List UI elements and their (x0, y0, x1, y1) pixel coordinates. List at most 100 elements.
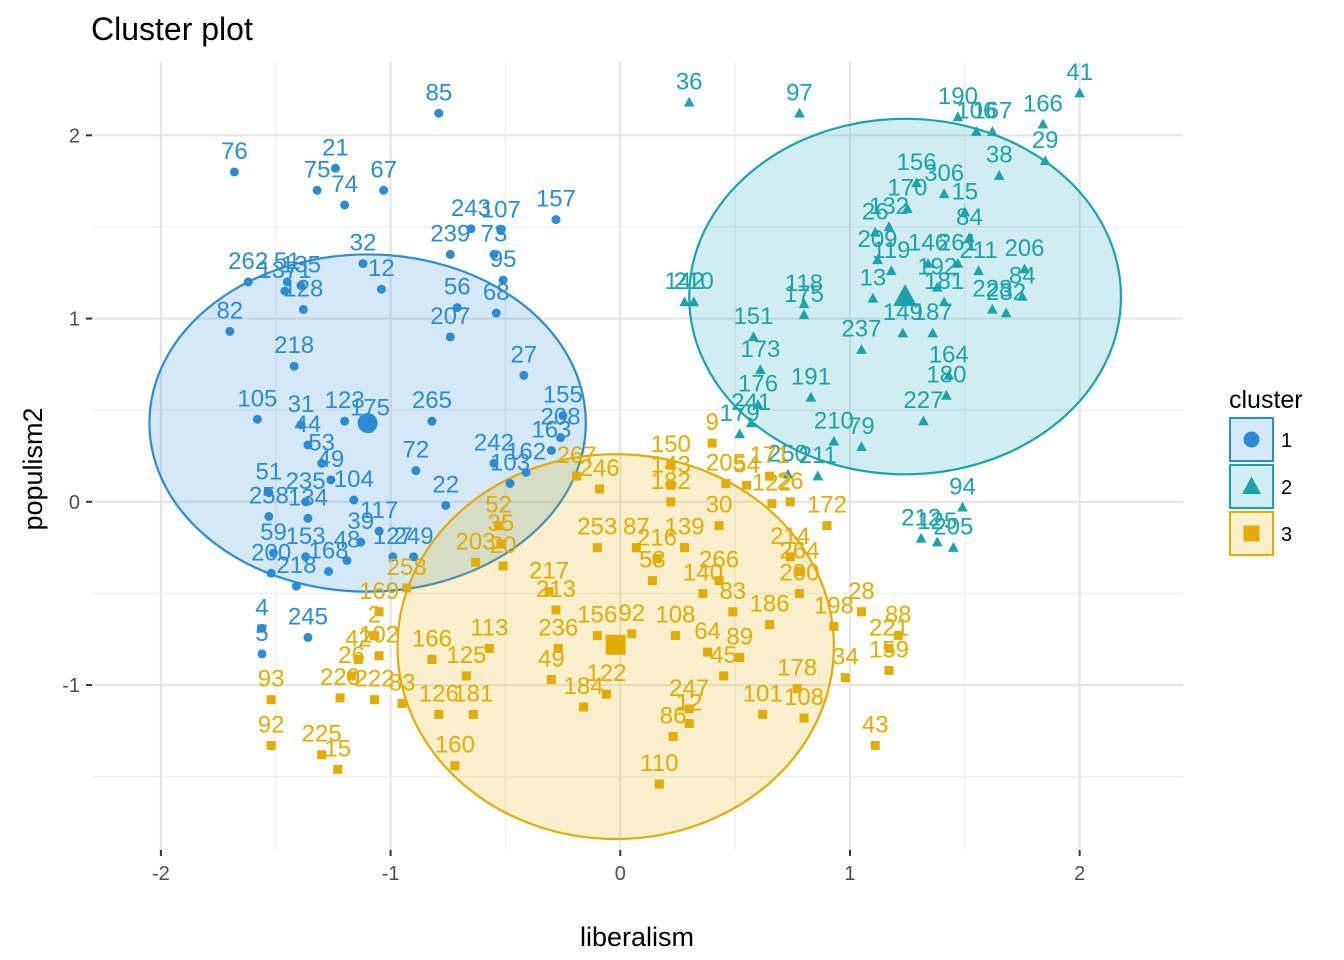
data-point (489, 249, 499, 259)
data-point (434, 108, 444, 118)
point-label: 20 (490, 532, 517, 559)
data-point (765, 471, 775, 481)
data-point (358, 259, 368, 269)
data-point (496, 226, 506, 236)
point-label: 178 (777, 655, 817, 682)
data-point (243, 277, 253, 287)
data-points (225, 87, 1085, 789)
data-point (931, 281, 943, 292)
data-point (229, 167, 239, 177)
data-point (324, 566, 334, 576)
point-label: 142 (665, 268, 705, 295)
data-point (1037, 118, 1049, 129)
point-label: 166 (412, 625, 452, 652)
data-point (301, 552, 311, 562)
point-label: 135 (281, 252, 321, 279)
x-tick-label: 1 (844, 863, 855, 885)
point-label: 51 (274, 248, 301, 275)
point-label: 151 (733, 303, 773, 330)
point-label: 9 (705, 409, 718, 436)
data-point (856, 607, 866, 617)
point-label: 97 (786, 79, 813, 106)
point-label: 42 (345, 625, 372, 652)
data-point (326, 475, 336, 485)
data-point (427, 654, 437, 664)
data-point (370, 695, 380, 705)
point-label: 73 (481, 220, 508, 247)
point-label: 172 (807, 492, 847, 519)
point-label: 139 (665, 514, 705, 541)
point-label: 59 (260, 519, 287, 546)
point-label: 159 (869, 636, 909, 663)
point-label: 75 (304, 156, 331, 183)
data-point (943, 369, 955, 380)
data-point (551, 605, 561, 615)
point-label: 208 (541, 404, 581, 431)
data-point (353, 654, 363, 664)
point-label: 258 (249, 482, 289, 509)
data-point (445, 249, 455, 259)
data-point (885, 265, 897, 276)
data-point (922, 257, 934, 268)
point-label: 49 (538, 646, 565, 673)
data-point (484, 643, 494, 653)
data-point (402, 583, 412, 593)
data-point (680, 543, 690, 553)
data-point (519, 370, 529, 380)
data-point (592, 543, 602, 553)
point-label: 122 (752, 470, 792, 497)
data-point (683, 96, 695, 107)
point-label: 89 (726, 624, 753, 651)
point-label: 52 (485, 492, 512, 519)
point-label: 243 (451, 195, 491, 222)
point-label: 76 (221, 138, 248, 165)
point-label: 92 (258, 712, 285, 739)
data-point (471, 557, 481, 567)
data-point (698, 588, 708, 598)
data-point (291, 581, 301, 591)
point-label: 264 (779, 537, 819, 564)
data-point (897, 327, 909, 338)
point-label: 169 (359, 578, 399, 605)
point-label: 181 (453, 680, 493, 707)
point-label: 164 (929, 341, 969, 368)
data-point (734, 428, 746, 439)
grid-minor (92, 62, 1183, 850)
point-label: 105 (237, 385, 277, 412)
y-tick-label: 0 (69, 492, 80, 514)
data-point (546, 675, 556, 685)
data-point (264, 488, 274, 498)
point-label: 83 (719, 578, 746, 605)
point-label: 123 (325, 387, 365, 414)
cluster-centroid-1 (357, 413, 378, 434)
point-label: 15 (951, 178, 978, 205)
data-point (374, 526, 384, 536)
data-point (884, 643, 894, 653)
point-label: 118 (785, 270, 823, 297)
point-label: 132 (869, 193, 909, 220)
data-point (312, 185, 322, 195)
point-label: 15 (324, 735, 351, 762)
legend-key-marker (1243, 431, 1260, 448)
point-label: 102 (359, 622, 399, 649)
point-label: 48 (334, 526, 361, 553)
data-point (952, 111, 964, 122)
data-point (721, 478, 731, 488)
data-point (333, 764, 343, 774)
x-axis-title: liberalism (580, 922, 694, 952)
data-point (374, 607, 384, 617)
point-label: 179 (720, 400, 760, 427)
data-point (952, 257, 964, 268)
x-tick-label: -2 (152, 863, 170, 885)
data-point (884, 665, 894, 675)
data-point (684, 719, 694, 729)
point-label: 143 (651, 451, 691, 478)
data-point (867, 292, 879, 303)
point-label: 92 (618, 600, 645, 627)
data-point (840, 673, 850, 683)
point-label: 166 (1023, 90, 1063, 117)
data-point (252, 414, 262, 424)
y-axis-ticks: -1 0 1 2 (62, 125, 92, 697)
data-point (893, 631, 903, 641)
